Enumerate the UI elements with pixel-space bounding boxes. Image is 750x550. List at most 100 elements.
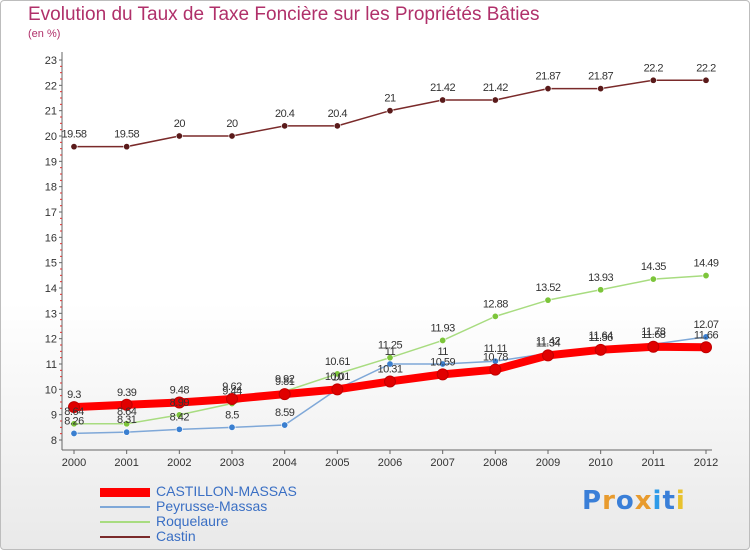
data-label-castin: 19.58 [61,129,86,141]
legend-label: Roquelaure [156,513,229,529]
data-label-castin: 20 [174,118,186,130]
proxiti-logo: Proxiti [582,486,686,516]
data-label-roquelaure: 11.93 [431,322,456,334]
data-label-roquelaure: 9.92 [275,373,295,385]
data-label-roquelaure: 14.35 [641,261,666,273]
data-label-castin: 21.87 [588,71,613,83]
data-point-roquelaure [333,370,341,378]
x-tick-label: 2000 [62,457,86,469]
x-tick-label: 2001 [114,457,138,469]
data-label-roquelaure: 12.88 [483,298,508,310]
x-tick-label: 2008 [483,457,507,469]
x-tick-label: 2002 [167,457,191,469]
y-tick-label: 11 [46,359,57,371]
data-point-castillon-massas [68,401,80,414]
data-point-peyrusse-massas [228,423,236,431]
chart-title: Evolution du Taux de Taxe Foncière sur l… [28,4,540,25]
x-tick-label: 2009 [536,457,560,469]
data-label-castin: 21.87 [535,71,560,83]
data-point-peyrusse-massas [439,360,447,368]
x-tick-label: 2005 [325,457,349,469]
data-label-castillon-massas: 10 [332,371,344,383]
y-tick-label: 20 [45,131,57,143]
data-label-castillon-massas: 10.59 [430,356,455,368]
x-tick-label: 2012 [694,457,718,469]
data-point-castin [333,122,341,130]
data-label-peyrusse-massas: 8.42 [170,411,190,423]
data-label-peyrusse-massas: 8.26 [64,415,84,427]
data-label-roquelaure: 11.25 [378,340,403,352]
data-point-roquelaure [175,411,183,419]
data-point-castin [228,132,236,140]
data-point-roquelaure [544,296,552,304]
data-label-castillon-massas: 11.66 [694,329,719,341]
data-label-roquelaure: 8.64 [117,406,137,418]
data-label-peyrusse-massas: 8.59 [275,407,295,419]
data-point-castin [439,96,447,104]
data-point-castin [649,76,657,84]
data-point-peyrusse-massas [281,421,289,429]
y-tick-label: 23 [45,55,57,67]
data-point-peyrusse-massas [386,360,394,368]
legend-swatch [100,536,150,538]
data-label-peyrusse-massas: 8.31 [117,414,137,426]
x-tick-label: 2011 [642,457,666,469]
data-point-roquelaure [491,312,499,320]
y-tick-label: 13 [45,308,57,320]
data-label-castin: 20.4 [275,108,295,120]
chart-subtitle: (en %) [28,28,61,40]
data-point-castillon-massas [120,398,133,411]
y-tick-label: 21 [45,106,57,118]
data-point-castillon-massas [226,392,238,405]
data-label-castillon-massas: 11.34 [536,337,561,349]
data-point-roquelaure [702,272,710,280]
data-point-castin [175,132,183,140]
data-label-castin: 21.42 [430,82,455,94]
data-label-roquelaure: 13.52 [535,282,560,294]
data-label-castillon-massas: 11.56 [589,332,614,344]
x-tick-label: 2007 [430,457,454,469]
legend-label: Castin [156,528,196,544]
data-label-castillon-massas: 10.31 [377,363,402,375]
data-point-castillon-massas [489,363,502,376]
data-point-castin [491,96,499,104]
data-point-castin [281,122,289,130]
data-point-castillon-massas [384,375,396,388]
data-label-peyrusse-massas: 11.42 [536,335,561,347]
data-point-castin [70,143,78,151]
data-label-peyrusse-massas: 12.07 [693,319,718,331]
data-label-castillon-massas: 9.48 [170,385,190,397]
data-point-castin [597,85,605,93]
data-label-roquelaure: 8.64 [64,406,84,418]
data-point-castillon-massas [278,388,291,401]
data-label-castin: 21.42 [483,82,508,94]
data-point-roquelaure [597,286,605,294]
y-tick-label: 15 [45,258,57,270]
legend-swatch [100,487,150,497]
data-point-castin [386,107,394,115]
data-label-roquelaure: 13.93 [588,272,613,284]
data-label-peyrusse-massas: 11.64 [589,330,614,342]
data-label-peyrusse-massas: 11 [385,346,396,358]
data-label-castillon-massas: 9.39 [117,387,137,399]
data-point-castillon-massas [542,349,554,362]
data-label-castin: 22.2 [696,62,716,74]
x-tick-label: 2003 [220,457,244,469]
data-point-roquelaure [649,275,657,283]
data-label-peyrusse-massas: 11.11 [484,343,508,355]
data-label-castillon-massas: 10.78 [483,352,508,364]
data-label-peyrusse-massas: 8.5 [225,409,239,421]
y-tick-label: 17 [45,207,57,219]
data-point-castillon-massas [594,343,607,356]
data-point-roquelaure [123,420,131,428]
data-label-castillon-massas: 11.68 [641,329,666,341]
data-point-castin [123,143,131,151]
data-point-castillon-massas [436,368,449,381]
legend-label: CASTILLON-MASSAS [156,483,297,499]
data-label-castillon-massas: 9.62 [222,381,242,393]
y-tick-label: 19 [45,156,57,168]
x-tick-label: 2004 [272,457,296,469]
x-tick-label: 2006 [378,457,402,469]
data-label-roquelaure: 14.49 [693,258,718,270]
